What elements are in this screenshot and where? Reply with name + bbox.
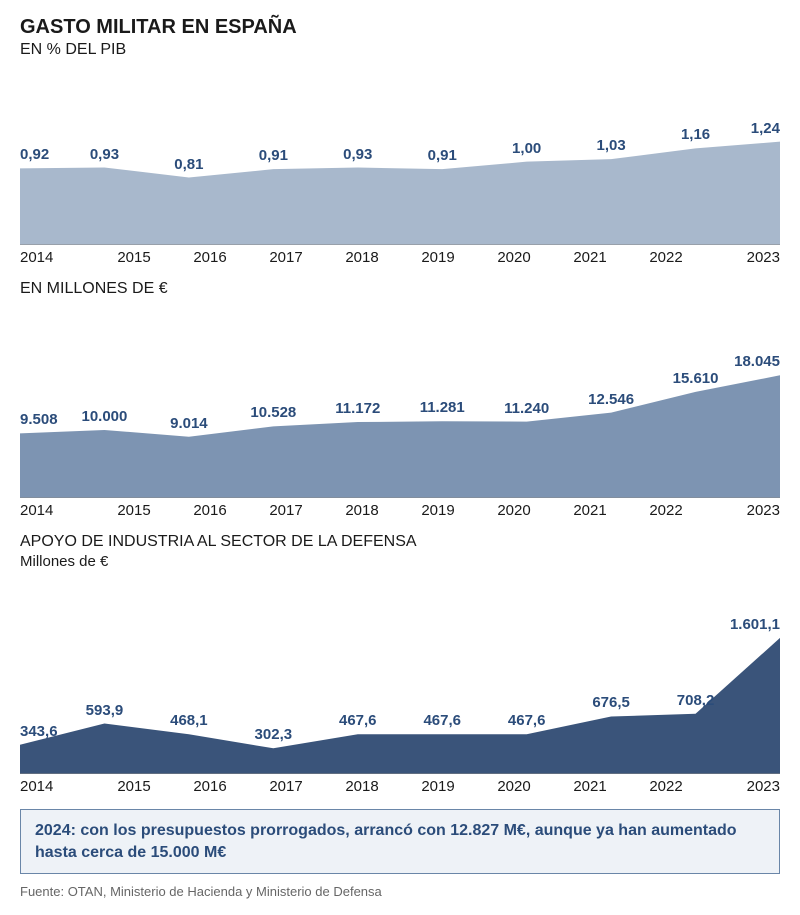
data-label: 467,6 [423, 712, 461, 729]
chart1-xaxis: 2014201520162017201820192020202120222023 [20, 249, 780, 266]
xaxis-tick: 2021 [552, 778, 628, 795]
xaxis-tick: 2022 [628, 778, 704, 795]
data-label: 0,92 [20, 146, 49, 163]
chart3-xaxis: 2014201520162017201820192020202120222023 [20, 778, 780, 795]
area-chart-svg [20, 67, 780, 245]
xaxis-tick: 2017 [248, 502, 324, 519]
data-label: 9.014 [170, 415, 208, 432]
data-label: 1,24 [751, 120, 780, 137]
xaxis-tick: 2018 [324, 502, 400, 519]
data-label: 0,91 [428, 147, 457, 164]
area-chart-svg [20, 300, 780, 498]
data-label: 0,81 [174, 156, 203, 173]
main-title: GASTO MILITAR EN ESPAÑA [20, 16, 780, 39]
xaxis-tick: 2016 [172, 249, 248, 266]
xaxis-tick: 2021 [552, 249, 628, 266]
xaxis-tick: 2020 [476, 249, 552, 266]
xaxis-tick: 2018 [324, 249, 400, 266]
data-label: 9.508 [20, 411, 58, 428]
xaxis-tick: 2019 [400, 502, 476, 519]
chart3-title: APOYO DE INDUSTRIA AL SECTOR DE LA DEFEN… [20, 533, 780, 551]
data-label: 467,6 [339, 712, 377, 729]
xaxis-tick: 2020 [476, 778, 552, 795]
data-label: 1.601,1 [730, 616, 780, 633]
xaxis-tick: 2015 [96, 249, 172, 266]
data-label: 0,93 [343, 146, 372, 163]
xaxis-tick: 2019 [400, 778, 476, 795]
xaxis-tick: 2023 [704, 502, 780, 519]
source-text: Fuente: OTAN, Ministerio de Hacienda y M… [20, 884, 780, 899]
xaxis-tick: 2022 [628, 502, 704, 519]
xaxis-tick: 2023 [704, 249, 780, 266]
xaxis-tick: 2016 [172, 778, 248, 795]
xaxis-tick: 2017 [248, 778, 324, 795]
data-label: 676,5 [592, 694, 630, 711]
chart3-subtitle: Millones de € [20, 553, 780, 570]
xaxis-tick: 2016 [172, 502, 248, 519]
xaxis-tick: 2021 [552, 502, 628, 519]
chart1: 0,92 0,93 0,81 0,91 0,93 0,91 1,00 1,03 1,16 1,24 [20, 67, 780, 245]
data-label: 10.528 [250, 404, 296, 421]
xaxis-tick: 2018 [324, 778, 400, 795]
note-box: 2024: con los presupuestos prorrogados, … [20, 809, 780, 874]
data-label: 467,6 [508, 712, 546, 729]
data-label: 1,03 [597, 137, 626, 154]
xaxis-tick: 2020 [476, 502, 552, 519]
chart2-subtitle: EN MILLONES DE € [20, 280, 780, 298]
xaxis-tick: 2015 [96, 502, 172, 519]
xaxis-tick: 2015 [96, 778, 172, 795]
area-path [20, 142, 780, 245]
data-label: 15.610 [673, 370, 719, 387]
data-label: 708,2 [677, 692, 715, 709]
data-label: 12.546 [588, 391, 634, 408]
area-chart-svg [20, 576, 780, 774]
data-label: 11.172 [335, 400, 380, 417]
xaxis-tick: 2017 [248, 249, 324, 266]
chart1-subtitle: EN % DEL PIB [20, 41, 780, 59]
data-label: 302,3 [255, 726, 293, 743]
data-label: 10.000 [81, 408, 127, 425]
data-label: 0,91 [259, 147, 288, 164]
data-label: 11.281 [420, 399, 465, 416]
chart3: 343,6 593,9 468,1 302,3 467,6 467,6 467,6 676,5… [20, 576, 780, 774]
data-label: 593,9 [86, 702, 124, 719]
xaxis-tick: 2022 [628, 249, 704, 266]
area-path [20, 375, 780, 498]
data-label: 468,1 [170, 712, 208, 729]
xaxis-tick: 2014 [20, 249, 96, 266]
xaxis-tick: 2019 [400, 249, 476, 266]
data-label: 1,16 [681, 126, 710, 143]
xaxis-tick: 2023 [704, 778, 780, 795]
xaxis-tick: 2014 [20, 502, 96, 519]
data-label: 18.045 [734, 353, 780, 370]
data-label: 11.240 [504, 400, 549, 417]
chart2-xaxis: 2014201520162017201820192020202120222023 [20, 502, 780, 519]
data-label: 1,00 [512, 140, 541, 157]
xaxis-tick: 2014 [20, 778, 96, 795]
data-label: 0,93 [90, 146, 119, 163]
data-label: 343,6 [20, 723, 58, 740]
area-path [20, 638, 780, 774]
chart2: 9.508 10.000 9.014 10.528 11.172 11.281 11.240… [20, 300, 780, 498]
